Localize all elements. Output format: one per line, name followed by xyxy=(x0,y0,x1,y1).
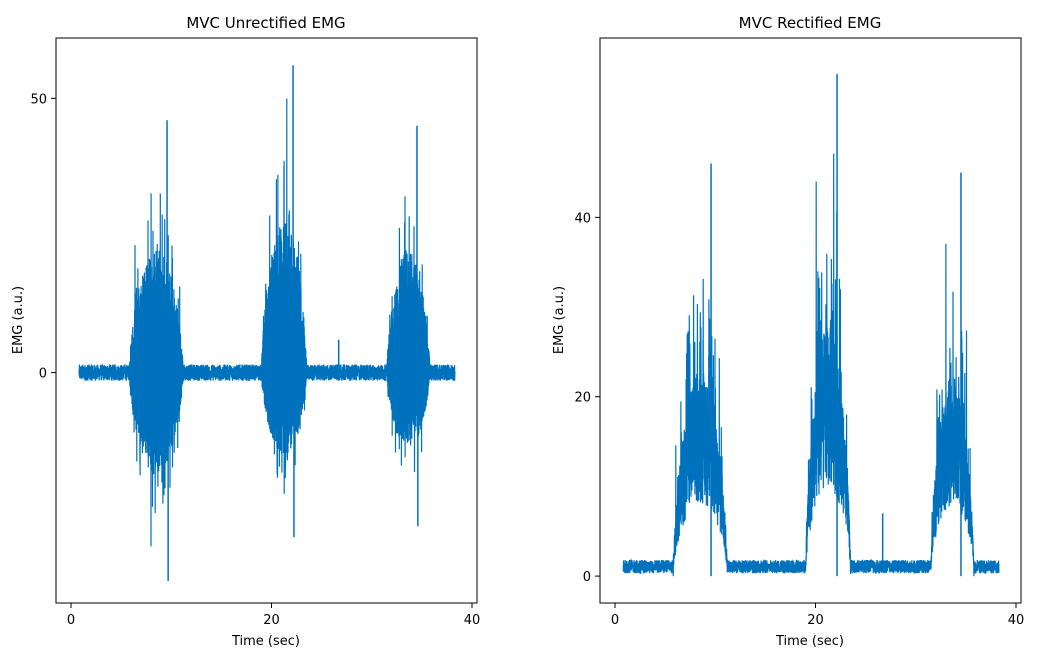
chart-title: MVC Unrectified EMG xyxy=(186,14,345,32)
y-tick-label: 0 xyxy=(39,367,47,382)
chart-rectified-emg: MVC Rectified EMG 0 20 40 0 20 40 Time (sec)… xyxy=(552,14,1024,649)
y-tick-label: 50 xyxy=(30,92,47,107)
x-axis-label: Time (sec) xyxy=(775,634,844,649)
axes-frame xyxy=(599,37,1022,604)
plot-area xyxy=(78,65,456,582)
x-tick-label: 0 xyxy=(67,613,75,628)
x-tick-label: 40 xyxy=(1008,613,1025,628)
y-ticks: 0 20 40 xyxy=(574,211,600,585)
y-axis-label: EMG (a.u.) xyxy=(552,286,567,354)
emg-series-line xyxy=(622,153,1000,577)
y-ticks: 0 50 xyxy=(30,92,56,382)
x-tick-label: 0 xyxy=(611,613,619,628)
emg-series-line xyxy=(78,98,456,547)
chart-unrectified-emg: MVC Unrectified EMG 0 20 40 0 50 Time (sec)… xyxy=(11,14,480,649)
y-tick-label: 0 xyxy=(583,570,591,585)
x-ticks: 0 20 40 xyxy=(611,603,1024,628)
x-tick-label: 20 xyxy=(807,613,824,628)
x-ticks: 0 20 40 xyxy=(67,603,480,628)
x-tick-label: 20 xyxy=(263,613,280,628)
axes-frame xyxy=(55,37,478,604)
x-tick-label: 40 xyxy=(464,613,481,628)
x-axis-label: Time (sec) xyxy=(231,634,300,649)
plot-area xyxy=(622,73,1000,577)
chart-title: MVC Rectified EMG xyxy=(739,14,882,32)
y-axis-label: EMG (a.u.) xyxy=(11,286,26,354)
y-tick-label: 40 xyxy=(574,211,591,226)
y-tick-label: 20 xyxy=(574,391,591,406)
